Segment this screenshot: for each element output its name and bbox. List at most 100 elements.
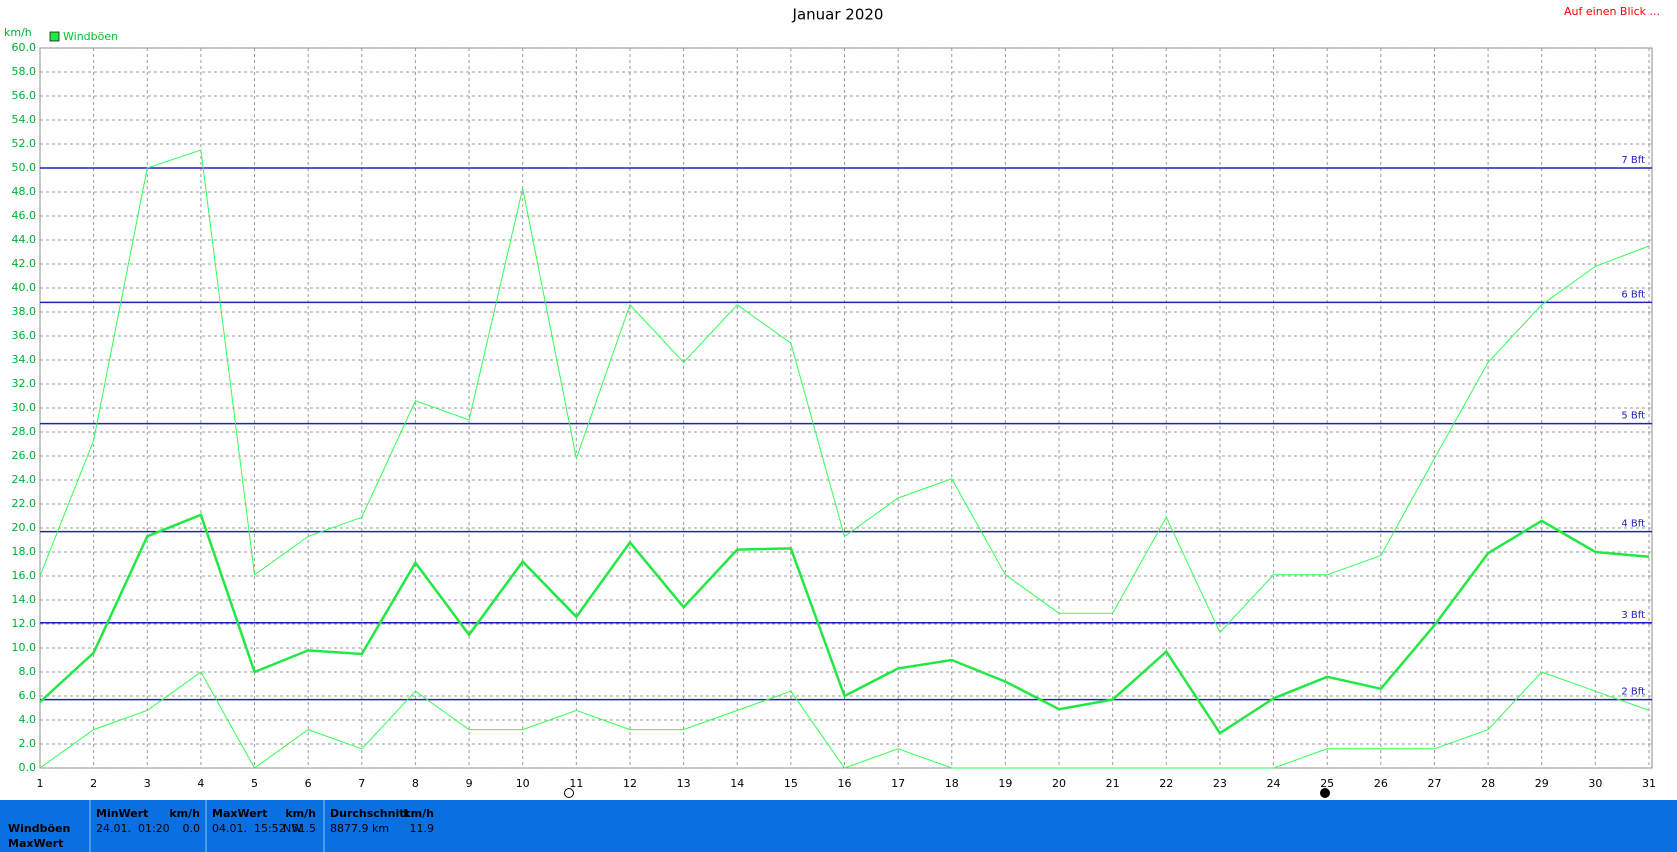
x-tick-label: 1 [37, 777, 44, 790]
legend-swatch [49, 31, 60, 42]
x-tick-label: 15 [784, 777, 798, 790]
y-tick-label: 46.0 [12, 209, 37, 222]
x-tick-label: 23 [1213, 777, 1227, 790]
y-tick-label: 10.0 [12, 641, 37, 654]
y-tick-label: 40.0 [12, 281, 37, 294]
row-label: Windböen [8, 822, 71, 835]
beaufort-label: 4 Bft [1621, 519, 1645, 530]
summary-bar: Windböen MaxWert MinWert km/h 24.01. 01:20 0.… [0, 800, 1677, 852]
x-tick-label: 18 [945, 777, 959, 790]
summary-cell: Durchschnitt km/h 8877.9 km 11.9 [323, 800, 440, 852]
x-tick-label: 16 [838, 777, 852, 790]
beaufort-label: 3 Bft [1621, 610, 1645, 621]
moon-icon [564, 788, 574, 798]
series-line [39, 671, 1650, 769]
y-tick-label: 36.0 [12, 329, 37, 342]
beaufort-label: 7 Bft [1621, 155, 1645, 166]
y-tick-label: 32.0 [12, 377, 37, 390]
x-tick-label: 6 [305, 777, 312, 790]
x-tick-label: 31 [1642, 777, 1656, 790]
moon-icon [1320, 788, 1330, 798]
column-when: 24.01. 01:20 [96, 822, 170, 835]
y-tick-label: 42.0 [12, 257, 37, 270]
x-tick-label: 8 [412, 777, 419, 790]
x-tick-label: 29 [1535, 777, 1549, 790]
y-tick-label: 52.0 [12, 137, 37, 150]
y-tick-label: 24.0 [12, 473, 37, 486]
y-tick-label: 22.0 [12, 497, 37, 510]
y-tick-label: 48.0 [12, 185, 37, 198]
x-tick-label: 22 [1159, 777, 1173, 790]
y-tick-label: 34.0 [12, 353, 37, 366]
row-label: MaxWert [8, 837, 64, 850]
y-tick-label: 0.0 [19, 761, 37, 774]
summary-cell: MinWert km/h 24.01. 01:20 0.0 [89, 800, 206, 852]
x-tick-label: 7 [358, 777, 365, 790]
y-tick-label: 58.0 [12, 65, 37, 78]
column-unit: km/h [285, 807, 316, 820]
y-tick-label: 20.0 [12, 521, 37, 534]
beaufort-label: 2 Bft [1621, 687, 1645, 698]
x-tick-label: 12 [623, 777, 637, 790]
x-tick-label: 20 [1052, 777, 1066, 790]
beaufort-label: 5 Bft [1621, 411, 1645, 422]
series-line [39, 513, 1650, 735]
column-header: Durchschnitt [330, 807, 410, 820]
column-unit: km/h [403, 807, 434, 820]
x-tick-label: 30 [1588, 777, 1602, 790]
column-direction: NW [283, 822, 303, 835]
y-tick-label: 60.0 [12, 41, 37, 54]
y-tick-label: 26.0 [12, 449, 37, 462]
x-tick-label: 10 [516, 777, 530, 790]
y-tick-label: 8.0 [19, 665, 37, 678]
y-tick-label: 6.0 [19, 689, 37, 702]
column-value: 11.9 [409, 822, 435, 835]
y-tick-label: 56.0 [12, 89, 37, 102]
legend-label: Windböen [63, 30, 118, 43]
row-label-cell: Windböen MaxWert [0, 800, 88, 852]
corner-link[interactable]: Auf einen Blick ... [1564, 5, 1660, 18]
y-tick-label: 38.0 [12, 305, 37, 318]
x-tick-label: 24 [1267, 777, 1281, 790]
summary-cell: MaxWert km/h 04.01. 15:52 NW 51.5 [205, 800, 322, 852]
chart: Januar 2020 Auf einen Blick ... km/h 0.0… [4, 5, 1660, 798]
column-header: MinWert [96, 807, 149, 820]
column-when: 8877.9 km [330, 822, 390, 835]
column-header: MaxWert [212, 807, 268, 820]
column-unit: km/h [169, 807, 200, 820]
y-tick-label: 50.0 [12, 161, 37, 174]
x-tick-label: 9 [466, 777, 473, 790]
y-tick-label: 44.0 [12, 233, 37, 246]
column-when: 04.01. 15:52 [212, 822, 286, 835]
y-tick-label: 4.0 [19, 713, 37, 726]
y-axis-label: km/h [4, 26, 32, 39]
x-tick-label: 28 [1481, 777, 1495, 790]
y-tick-label: 54.0 [12, 113, 37, 126]
x-tick-label: 17 [891, 777, 905, 790]
chart-title: Januar 2020 [792, 6, 884, 24]
series-line [39, 149, 1650, 634]
x-tick-label: 27 [1427, 777, 1441, 790]
x-tick-label: 11 [569, 777, 583, 790]
y-tick-label: 28.0 [12, 425, 37, 438]
x-tick-label: 25 [1320, 777, 1334, 790]
x-tick-label: 3 [144, 777, 151, 790]
y-tick-label: 14.0 [12, 593, 37, 606]
column-value: 51.5 [291, 822, 317, 835]
beaufort-label: 6 Bft [1621, 289, 1645, 300]
x-tick-label: 19 [998, 777, 1012, 790]
x-tick-label: 14 [730, 777, 744, 790]
x-tick-label: 2 [90, 777, 97, 790]
column-value: 0.0 [182, 822, 201, 835]
x-tick-label: 26 [1374, 777, 1388, 790]
y-tick-label: 2.0 [19, 737, 37, 750]
y-tick-label: 16.0 [12, 569, 37, 582]
x-tick-label: 13 [677, 777, 691, 790]
x-tick-label: 21 [1106, 777, 1120, 790]
x-tick-label: 4 [197, 777, 204, 790]
y-tick-label: 18.0 [12, 545, 37, 558]
y-tick-label: 12.0 [12, 617, 37, 630]
x-tick-label: 5 [251, 777, 258, 790]
y-tick-label: 30.0 [12, 401, 37, 414]
